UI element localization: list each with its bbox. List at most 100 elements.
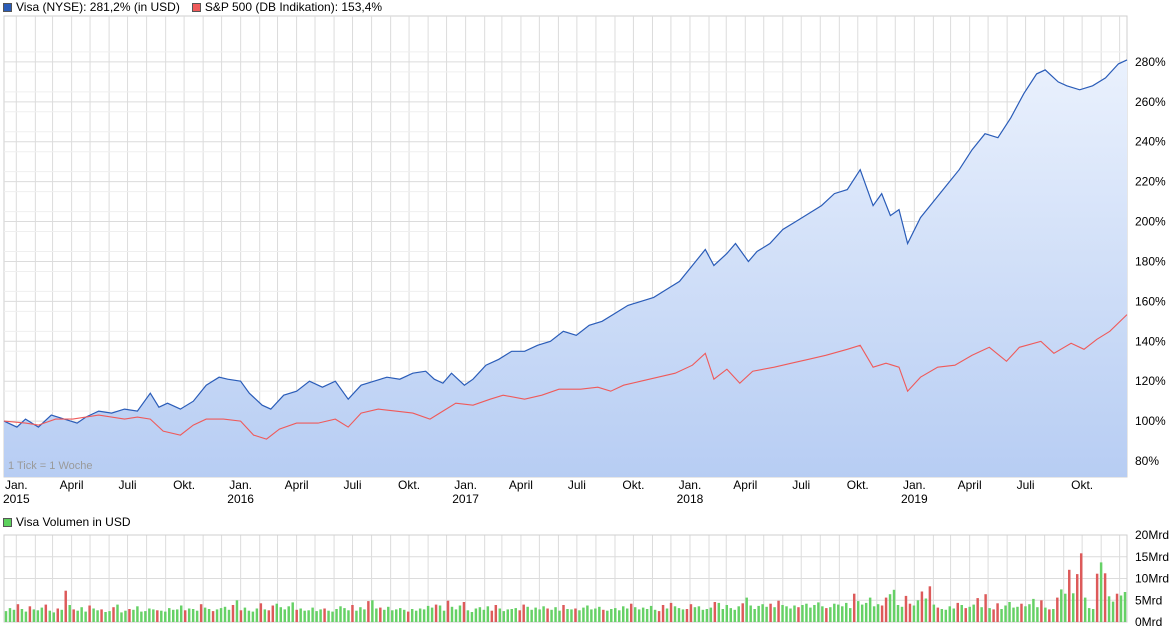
volume-bar bbox=[980, 607, 983, 622]
legend-label-sp500: S&P 500 (DB Indikation): 153,4% bbox=[204, 0, 383, 14]
volume-bar bbox=[279, 607, 282, 622]
legend-item-sp500[interactable]: S&P 500 (DB Indikation): 153,4% bbox=[191, 0, 383, 14]
volume-bar bbox=[267, 610, 271, 622]
y-tick-label: 200% bbox=[1135, 215, 1166, 229]
volume-bar bbox=[231, 605, 235, 622]
volume-bar bbox=[948, 606, 952, 622]
legend-swatch-visa bbox=[3, 2, 12, 12]
volume-bar bbox=[363, 609, 366, 622]
volume-bar bbox=[132, 609, 135, 622]
volume-bar bbox=[28, 606, 32, 622]
volume-bar bbox=[1064, 593, 1067, 622]
volume-bar bbox=[44, 604, 48, 622]
volume-bar bbox=[255, 608, 259, 622]
volume-bar bbox=[781, 605, 784, 622]
volume-bar bbox=[32, 609, 36, 622]
volume-bar bbox=[598, 606, 601, 622]
volume-bar bbox=[283, 609, 286, 622]
volume-bar bbox=[594, 608, 597, 622]
volume-bar bbox=[203, 607, 207, 622]
volume-bar bbox=[1111, 601, 1115, 622]
volume-bar bbox=[645, 609, 649, 622]
volume-bar bbox=[566, 609, 569, 622]
volume-bar bbox=[446, 600, 450, 622]
volume-bar bbox=[490, 610, 494, 622]
volume-bar bbox=[438, 605, 442, 622]
volume-bar bbox=[721, 609, 725, 622]
volume-bar bbox=[972, 604, 975, 622]
volume-bar bbox=[924, 598, 928, 622]
volume-bar bbox=[1123, 592, 1127, 622]
volume-bar bbox=[1056, 597, 1059, 622]
volume-bar bbox=[450, 606, 454, 622]
volume-bar bbox=[454, 609, 458, 622]
volume-bar bbox=[976, 598, 979, 622]
x-tick-label: Jan. bbox=[679, 478, 702, 492]
x-tick-label: Juli bbox=[568, 478, 586, 492]
volume-bar bbox=[92, 608, 95, 622]
x-tick-label: Okt. bbox=[622, 478, 644, 492]
volume-bar bbox=[964, 608, 967, 622]
volume-bar bbox=[522, 604, 525, 622]
volume-bar bbox=[136, 606, 139, 622]
tick-note: 1 Tick = 1 Woche bbox=[8, 460, 93, 472]
volume-bar bbox=[351, 605, 354, 622]
volume-bar bbox=[633, 607, 637, 622]
volume-bar bbox=[331, 611, 334, 622]
volume-bar bbox=[1060, 589, 1063, 622]
y-tick-label: 220% bbox=[1135, 175, 1166, 189]
volume-bar bbox=[144, 611, 147, 622]
volume-bar bbox=[888, 594, 892, 622]
x-tick-label: April bbox=[958, 478, 982, 492]
volume-bar bbox=[116, 604, 119, 622]
volume-bar bbox=[1016, 606, 1019, 622]
volume-bar bbox=[872, 606, 876, 622]
volume-bar bbox=[84, 611, 87, 622]
volume-bar bbox=[737, 606, 740, 622]
volume-bar bbox=[749, 605, 752, 622]
x-tick-label: Juli bbox=[344, 478, 362, 492]
volume-bar bbox=[315, 611, 318, 622]
volume-bar bbox=[534, 607, 537, 622]
volume-chart-legend: Visa Volumen in USD bbox=[3, 515, 143, 529]
volume-bar bbox=[1028, 604, 1031, 622]
volume-bar bbox=[562, 605, 565, 622]
volume-bar bbox=[677, 608, 681, 622]
x-tick-year: 2019 bbox=[901, 492, 928, 506]
volume-bar bbox=[187, 608, 191, 622]
volume-bar bbox=[68, 605, 71, 622]
volume-bar bbox=[199, 604, 203, 622]
x-tick-label: April bbox=[733, 478, 757, 492]
volume-bar bbox=[303, 610, 306, 622]
volume-bar bbox=[936, 607, 940, 622]
visa-line bbox=[3, 59, 1128, 428]
volume-bar bbox=[108, 611, 111, 622]
volume-bar bbox=[323, 608, 326, 622]
volume-bar bbox=[152, 609, 155, 622]
volume-bar bbox=[271, 605, 275, 622]
volume-bar bbox=[629, 603, 633, 622]
volume-bar bbox=[291, 602, 294, 622]
volume-bar bbox=[251, 611, 255, 622]
volume-bar bbox=[482, 609, 486, 622]
volume-bar bbox=[168, 608, 171, 622]
volume-bar bbox=[498, 608, 502, 622]
legend-item-visa[interactable]: Visa (NYSE): 281,2% (in USD) bbox=[3, 0, 180, 14]
volume-bar bbox=[8, 608, 12, 622]
legend-item-volume[interactable]: Visa Volumen in USD bbox=[3, 515, 131, 529]
volume-bar bbox=[1008, 602, 1011, 622]
volume-bar bbox=[319, 609, 322, 622]
x-tick-label: Okt. bbox=[1071, 478, 1093, 492]
volume-bar bbox=[506, 609, 509, 622]
x-tick-label: Jan. bbox=[229, 478, 252, 492]
vol-y-tick-label: 5Mrd bbox=[1135, 593, 1162, 607]
volume-bar bbox=[753, 609, 756, 622]
x-tick-label: April bbox=[285, 478, 309, 492]
volume-bar bbox=[1000, 609, 1003, 622]
volume-bar bbox=[371, 600, 374, 623]
y-tick-label: 120% bbox=[1135, 374, 1166, 388]
volume-bar bbox=[896, 605, 900, 622]
volume-bar bbox=[402, 609, 406, 622]
volume-bar bbox=[892, 589, 896, 622]
volume-bar bbox=[610, 609, 613, 622]
